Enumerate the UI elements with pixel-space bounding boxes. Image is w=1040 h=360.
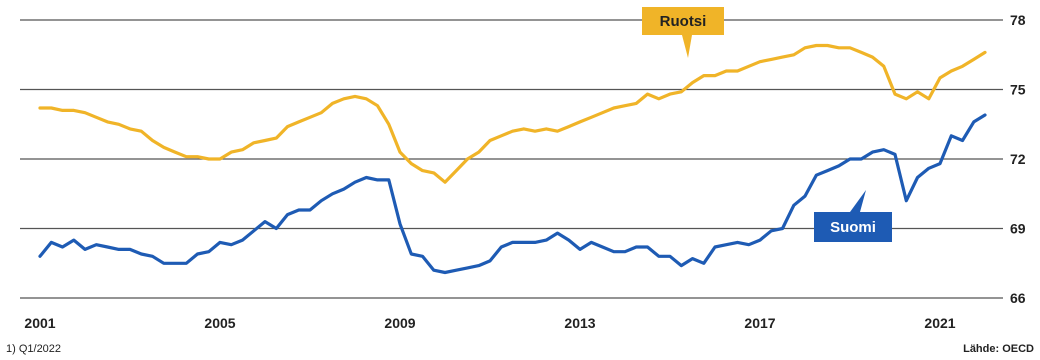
series-line-suomi — [38, 113, 987, 275]
series-label-box — [814, 212, 892, 242]
footnote: 1) Q1/2022 — [6, 343, 62, 355]
y-axis-ticks: 66 69 72 75 78 — [1010, 12, 1026, 306]
series-label-ruotsi: Ruotsi — [642, 7, 724, 58]
series-label-suomi: Suomi — [814, 190, 892, 242]
series-layer — [38, 43, 987, 275]
y-tick-label-78: 78 — [1010, 12, 1026, 28]
x-axis-ticks: 2001 2005 2009 2013 2017 2021 — [24, 315, 955, 331]
y-tick-label-66: 66 — [1010, 290, 1026, 306]
source-note: Lähde: OECD — [963, 343, 1034, 355]
series-label-pointer — [850, 190, 866, 212]
y-tick-label-75: 75 — [1010, 82, 1026, 98]
y-tick-label-72: 72 — [1010, 151, 1026, 167]
series-label-text: Suomi — [830, 219, 876, 236]
x-tick-label-2021: 2021 — [924, 315, 955, 331]
series-labels: Ruotsi Suomi — [642, 7, 892, 242]
series-label-text: Ruotsi — [660, 13, 707, 30]
x-tick-label-2005: 2005 — [204, 315, 235, 331]
series-label-box — [642, 7, 724, 35]
x-tick-label-2009: 2009 — [384, 315, 415, 331]
y-tick-label-69: 69 — [1010, 221, 1026, 237]
series-label-pointer — [682, 35, 692, 58]
x-tick-label-2017: 2017 — [744, 315, 775, 331]
series-line-ruotsi — [38, 43, 987, 184]
x-tick-label-2001: 2001 — [24, 315, 55, 331]
x-tick-label-2013: 2013 — [564, 315, 595, 331]
